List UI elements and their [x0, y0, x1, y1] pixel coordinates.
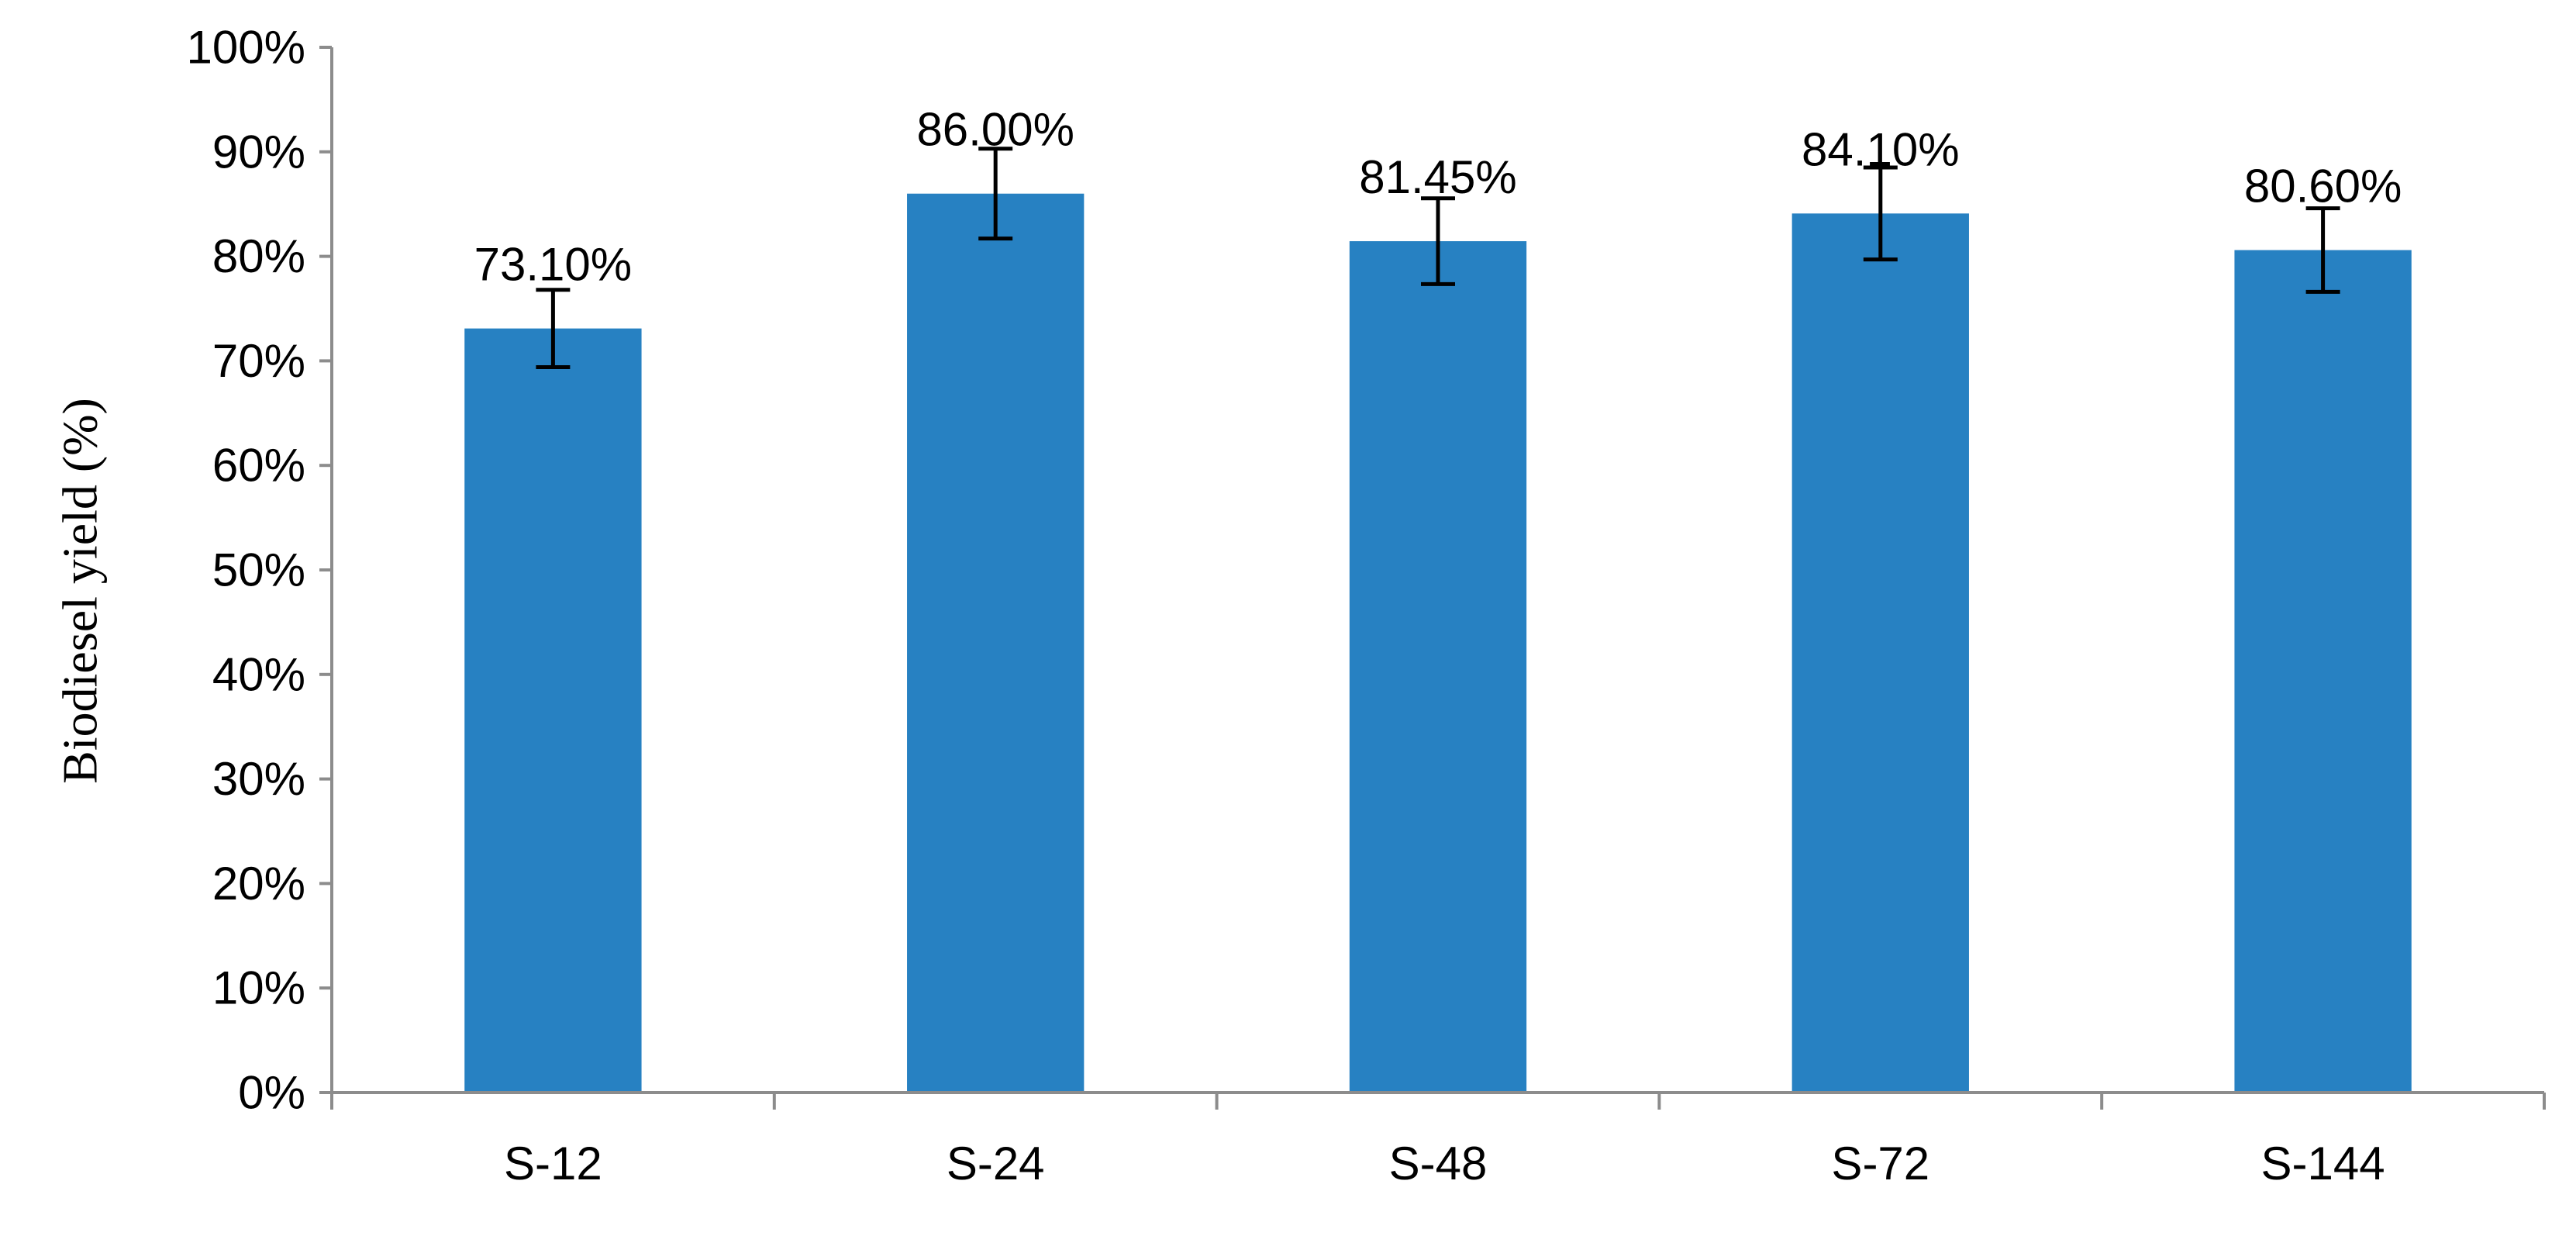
y-tick-label: 70%: [212, 335, 305, 387]
y-tick-label: 40%: [212, 648, 305, 700]
data-label: 84.10%: [1802, 123, 1960, 175]
y-tick-label: 100%: [187, 22, 305, 74]
y-axis-title: Biodiesel yield (%): [53, 398, 108, 784]
data-label: 73.10%: [474, 239, 633, 291]
y-tick-label: 60%: [212, 440, 305, 492]
bar: [2234, 250, 2412, 1093]
y-tick-label: 20%: [212, 858, 305, 910]
bar-series: [464, 193, 2412, 1093]
data-labels: 73.10% 86.00% 81.45% 84.10% 80.60%: [474, 104, 2402, 291]
x-tick-label: S-72: [1831, 1138, 1929, 1189]
y-tick-label: 30%: [212, 753, 305, 805]
x-tick-label: S-12: [504, 1138, 602, 1189]
y-tick-label: 0%: [238, 1067, 305, 1119]
data-label: 80.60%: [2244, 161, 2402, 212]
y-tick-label: 90%: [212, 126, 305, 178]
x-tick-label: S-144: [2261, 1138, 2385, 1189]
x-tick-label: S-48: [1389, 1138, 1488, 1189]
y-tick-label: 50%: [212, 544, 305, 596]
y-axis-title-group: Biodiesel yield (%): [53, 398, 108, 784]
y-tick-label: 80%: [212, 230, 305, 282]
data-label: 81.45%: [1359, 151, 1517, 203]
bar: [1791, 213, 1969, 1093]
bar: [1349, 241, 1527, 1093]
bar: [907, 193, 1085, 1093]
bar: [464, 328, 642, 1093]
y-axis-ticks: 0% 10% 20% 30% 40% 50% 60% 70% 80% 90% 100%: [187, 22, 332, 1119]
y-tick-label: 10%: [212, 962, 305, 1014]
data-label: 86.00%: [916, 104, 1074, 156]
x-tick-label: S-24: [947, 1138, 1045, 1189]
axes: [330, 47, 2544, 1094]
x-axis-ticks: S-12 S-24 S-48 S-72 S-144: [330, 1093, 2546, 1189]
error-bars: [536, 147, 2340, 369]
